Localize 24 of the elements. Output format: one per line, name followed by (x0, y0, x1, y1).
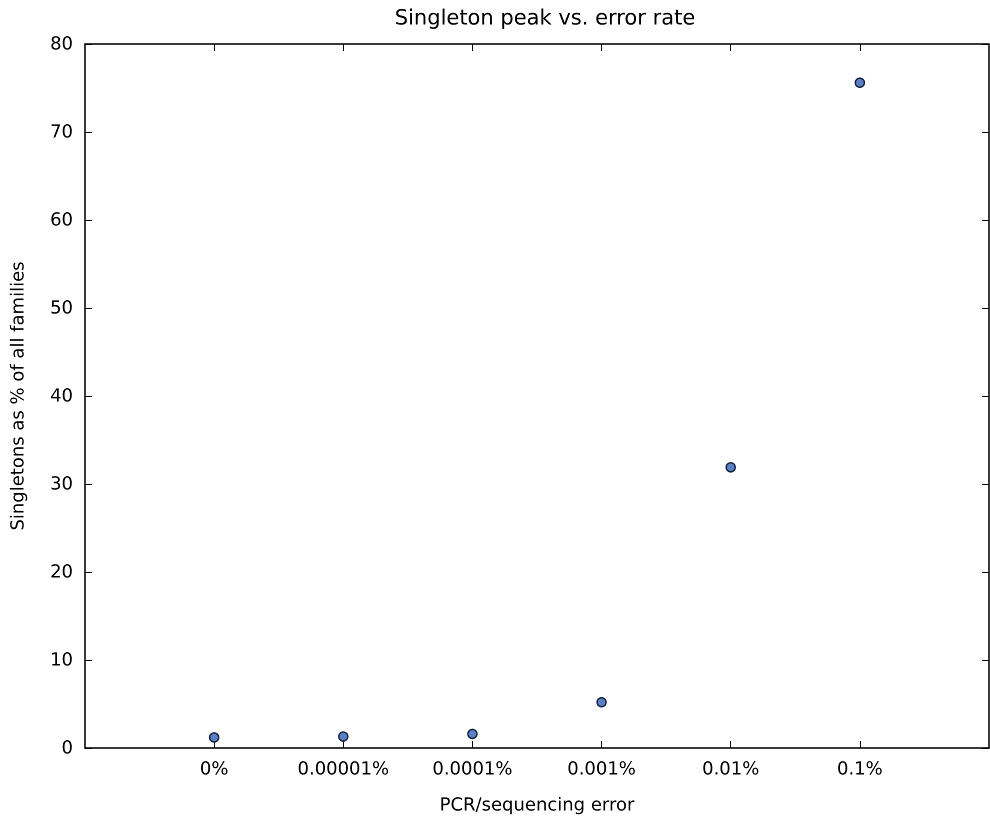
x-tick-label: 0.0001% (432, 758, 512, 780)
y-tick-label: 20 (50, 562, 73, 582)
chart-title: Singleton peak vs. error rate (394, 6, 696, 30)
x-tick-label: 0.1% (836, 758, 883, 780)
y-tick-label: 40 (50, 386, 73, 406)
point (338, 731, 349, 742)
point (596, 696, 607, 708)
y-tick-label: 50 (50, 298, 73, 318)
point (208, 732, 220, 743)
x-tick-label: 0% (200, 758, 228, 780)
y-axis-title: Singletons as % of all families (8, 261, 28, 531)
x-tick-label: 0.00001% (298, 758, 390, 780)
y-tick-label: 80 (50, 34, 73, 54)
x-tick-label: 0.001% (567, 758, 636, 780)
y-tick-label: 30 (50, 474, 73, 494)
y-tick-label: 10 (50, 650, 73, 670)
y-tick-label: 60 (50, 210, 73, 230)
point (467, 728, 478, 740)
x-tick-label: 0.01% (702, 758, 760, 780)
point (725, 462, 736, 473)
y-tick-label: 70 (50, 122, 73, 142)
y-tick-label: 0 (62, 738, 73, 758)
point (854, 77, 866, 88)
x-axis-title: PCR/sequencing error (440, 794, 635, 816)
